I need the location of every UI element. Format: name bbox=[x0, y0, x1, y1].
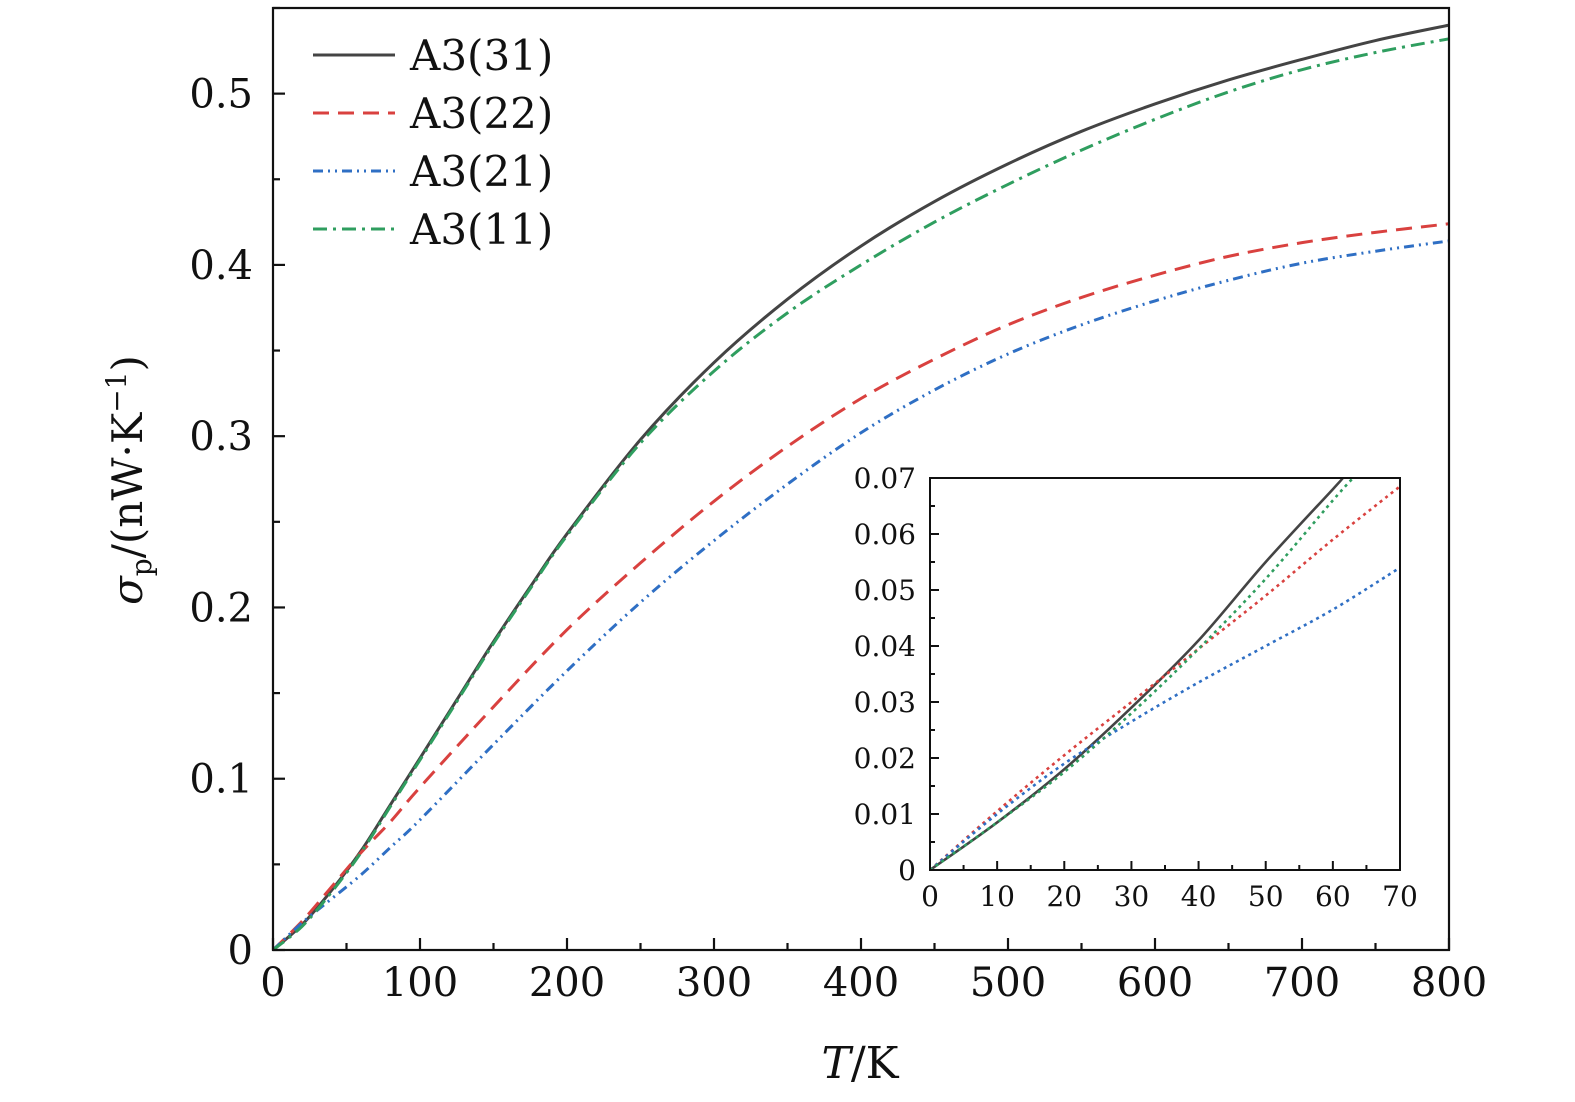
legend-label: A3(11) bbox=[409, 205, 553, 254]
inset-y-tick-label: 0.01 bbox=[854, 798, 916, 831]
inset-series-line-a3-21 bbox=[930, 566, 1400, 870]
inset-y-tick-label: 0.04 bbox=[854, 630, 916, 663]
main-x-tick-label: 0 bbox=[260, 960, 285, 1006]
inset-x-tick-label: 20 bbox=[1046, 880, 1082, 913]
main-x-tick-label: 100 bbox=[382, 960, 458, 1006]
inset-x-tick-label: 50 bbox=[1248, 880, 1284, 913]
main-y-tick-label: 0 bbox=[228, 928, 253, 974]
inset-x-tick-label: 40 bbox=[1181, 880, 1217, 913]
main-x-tick-label: 400 bbox=[823, 960, 899, 1006]
main-y-tick-label: 0.2 bbox=[189, 585, 253, 631]
y-axis-title-subscript: p bbox=[125, 558, 158, 576]
inset-x-tick-label: 70 bbox=[1382, 880, 1418, 913]
main-series-line-a3-31 bbox=[273, 23, 1449, 950]
main-y-tick-label: 0.5 bbox=[189, 72, 253, 118]
y-axis-title-unit: /(nW·K bbox=[103, 411, 152, 558]
inset-x-tick-label: 30 bbox=[1114, 880, 1150, 913]
inset-y-tick-label: 0.05 bbox=[854, 574, 916, 607]
inset-y-tick-label: 0.02 bbox=[854, 742, 916, 775]
inset-y-tick-label: 0.06 bbox=[854, 518, 916, 551]
x-axis-title-symbol: T bbox=[821, 1038, 854, 1089]
main-x-tick-label: 300 bbox=[676, 960, 752, 1006]
inset-x-tick-label: 10 bbox=[979, 880, 1015, 913]
legend-label: A3(22) bbox=[409, 89, 553, 138]
legend-label: A3(21) bbox=[409, 147, 553, 196]
inset-x-tick-label: 0 bbox=[921, 880, 939, 913]
main-x-tick-label: 800 bbox=[1411, 960, 1487, 1006]
main-y-tick-label: 0.3 bbox=[189, 414, 253, 460]
x-axis-title: T/K bbox=[821, 1038, 899, 1089]
legend: A3(31) A3(22) A3(21) A3(11) bbox=[313, 31, 553, 254]
main-x-tick-label: 600 bbox=[1117, 960, 1193, 1006]
x-axis-title-unit: /K bbox=[851, 1038, 900, 1089]
inset-y-tick-label: 0.03 bbox=[854, 686, 916, 719]
legend-label: A3(31) bbox=[409, 31, 553, 80]
y-axis-title-symbol: σ bbox=[103, 575, 152, 605]
main-x-tick-label: 200 bbox=[529, 960, 605, 1006]
inset-series-line-a3-11 bbox=[930, 478, 1354, 870]
main-plot: 0 100 200 300 400 500 600 700 80000.10.20.30.40.… bbox=[189, 6, 1487, 1006]
y-axis-title: σp/(nW·K−1) bbox=[100, 355, 158, 605]
main-series-line-a3-22 bbox=[273, 222, 1449, 950]
inset-series-line-a3-22 bbox=[930, 485, 1400, 870]
inset-y-tick-label: 0 bbox=[898, 854, 916, 887]
inset-plot: 0 10 20 30 40 50 60 70 0 0.01 0.02 0.03 0.04 0.05 0.06… bbox=[854, 462, 1418, 913]
inset-series-line-a3-31 bbox=[930, 478, 1344, 870]
inset-y-tick-label: 0.07 bbox=[854, 462, 916, 495]
y-axis-title-close: ) bbox=[103, 355, 152, 371]
main-x-tick-label: 700 bbox=[1264, 960, 1340, 1006]
main-x-tick-label: 500 bbox=[970, 960, 1046, 1006]
inset-x-tick-label: 60 bbox=[1315, 880, 1351, 913]
main-y-tick-label: 0.4 bbox=[189, 243, 253, 289]
main-y-tick-label: 0.1 bbox=[189, 757, 253, 803]
main-series-line-a3-21 bbox=[273, 239, 1449, 950]
y-axis-title-exponent: −1 bbox=[100, 372, 133, 413]
main-series-line-a3-11 bbox=[273, 37, 1449, 950]
